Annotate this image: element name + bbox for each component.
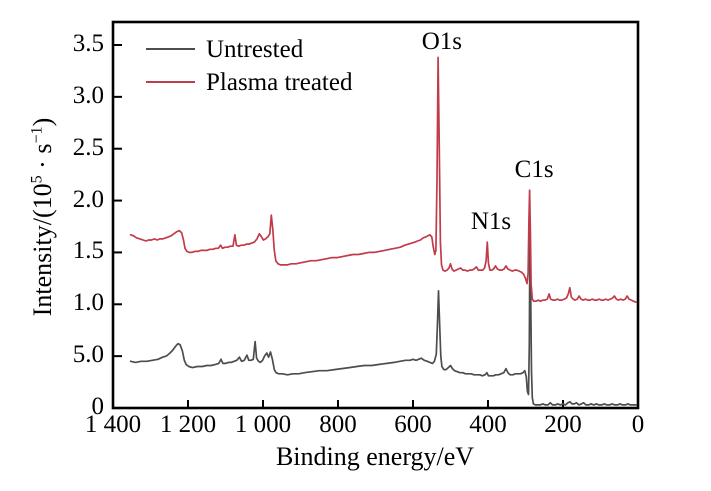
series-line-untrested <box>129 224 637 406</box>
legend-label-untreated: Untrested <box>206 35 304 63</box>
y-tick-label: 1.5 <box>72 237 104 265</box>
legend-item-plasma-treated: Plasma treated <box>146 69 352 95</box>
x-tick-label: 400 <box>469 411 507 438</box>
peak-label-o1s: O1s <box>421 27 463 55</box>
untreated-line-swatch <box>146 48 195 50</box>
y-axis-title-close: ) <box>28 117 57 127</box>
y-axis-exponent: 5 <box>28 175 46 184</box>
legend: Untrested Plasma treated <box>146 36 352 95</box>
y-tick-label: 3.5 <box>72 30 104 57</box>
y-tick-label: 5.0 <box>72 341 104 369</box>
series-line-plasma-treated <box>129 56 637 304</box>
x-tick-label: 1 000 <box>234 411 292 438</box>
plasma-treated-line-swatch <box>146 81 195 83</box>
plot-frame <box>111 20 640 410</box>
x-tick-label: 1 400 <box>84 411 142 438</box>
legend-item-untreated: Untrested <box>146 36 352 62</box>
x-tick-label: 0 <box>631 411 645 438</box>
y-tick-label: 3.0 <box>72 81 104 109</box>
peak-label-n1s: N1s <box>470 208 512 236</box>
y-tick-label: 2.0 <box>72 185 104 213</box>
x-axis-title: Binding energy/eV <box>275 442 475 471</box>
x-tick-label: 1 200 <box>159 411 217 438</box>
y-tick-label: 0 <box>91 393 105 420</box>
y-tick-label: 1.0 <box>72 289 104 317</box>
y-tick-label: 2.5 <box>72 133 104 161</box>
legend-label-plasma-treated: Plasma treated <box>206 68 353 96</box>
peak-label-c1s: C1s <box>514 156 554 184</box>
x-tick-label: 800 <box>319 411 357 438</box>
x-tick-label: 600 <box>394 411 432 438</box>
x-tick-label: 200 <box>544 411 582 438</box>
